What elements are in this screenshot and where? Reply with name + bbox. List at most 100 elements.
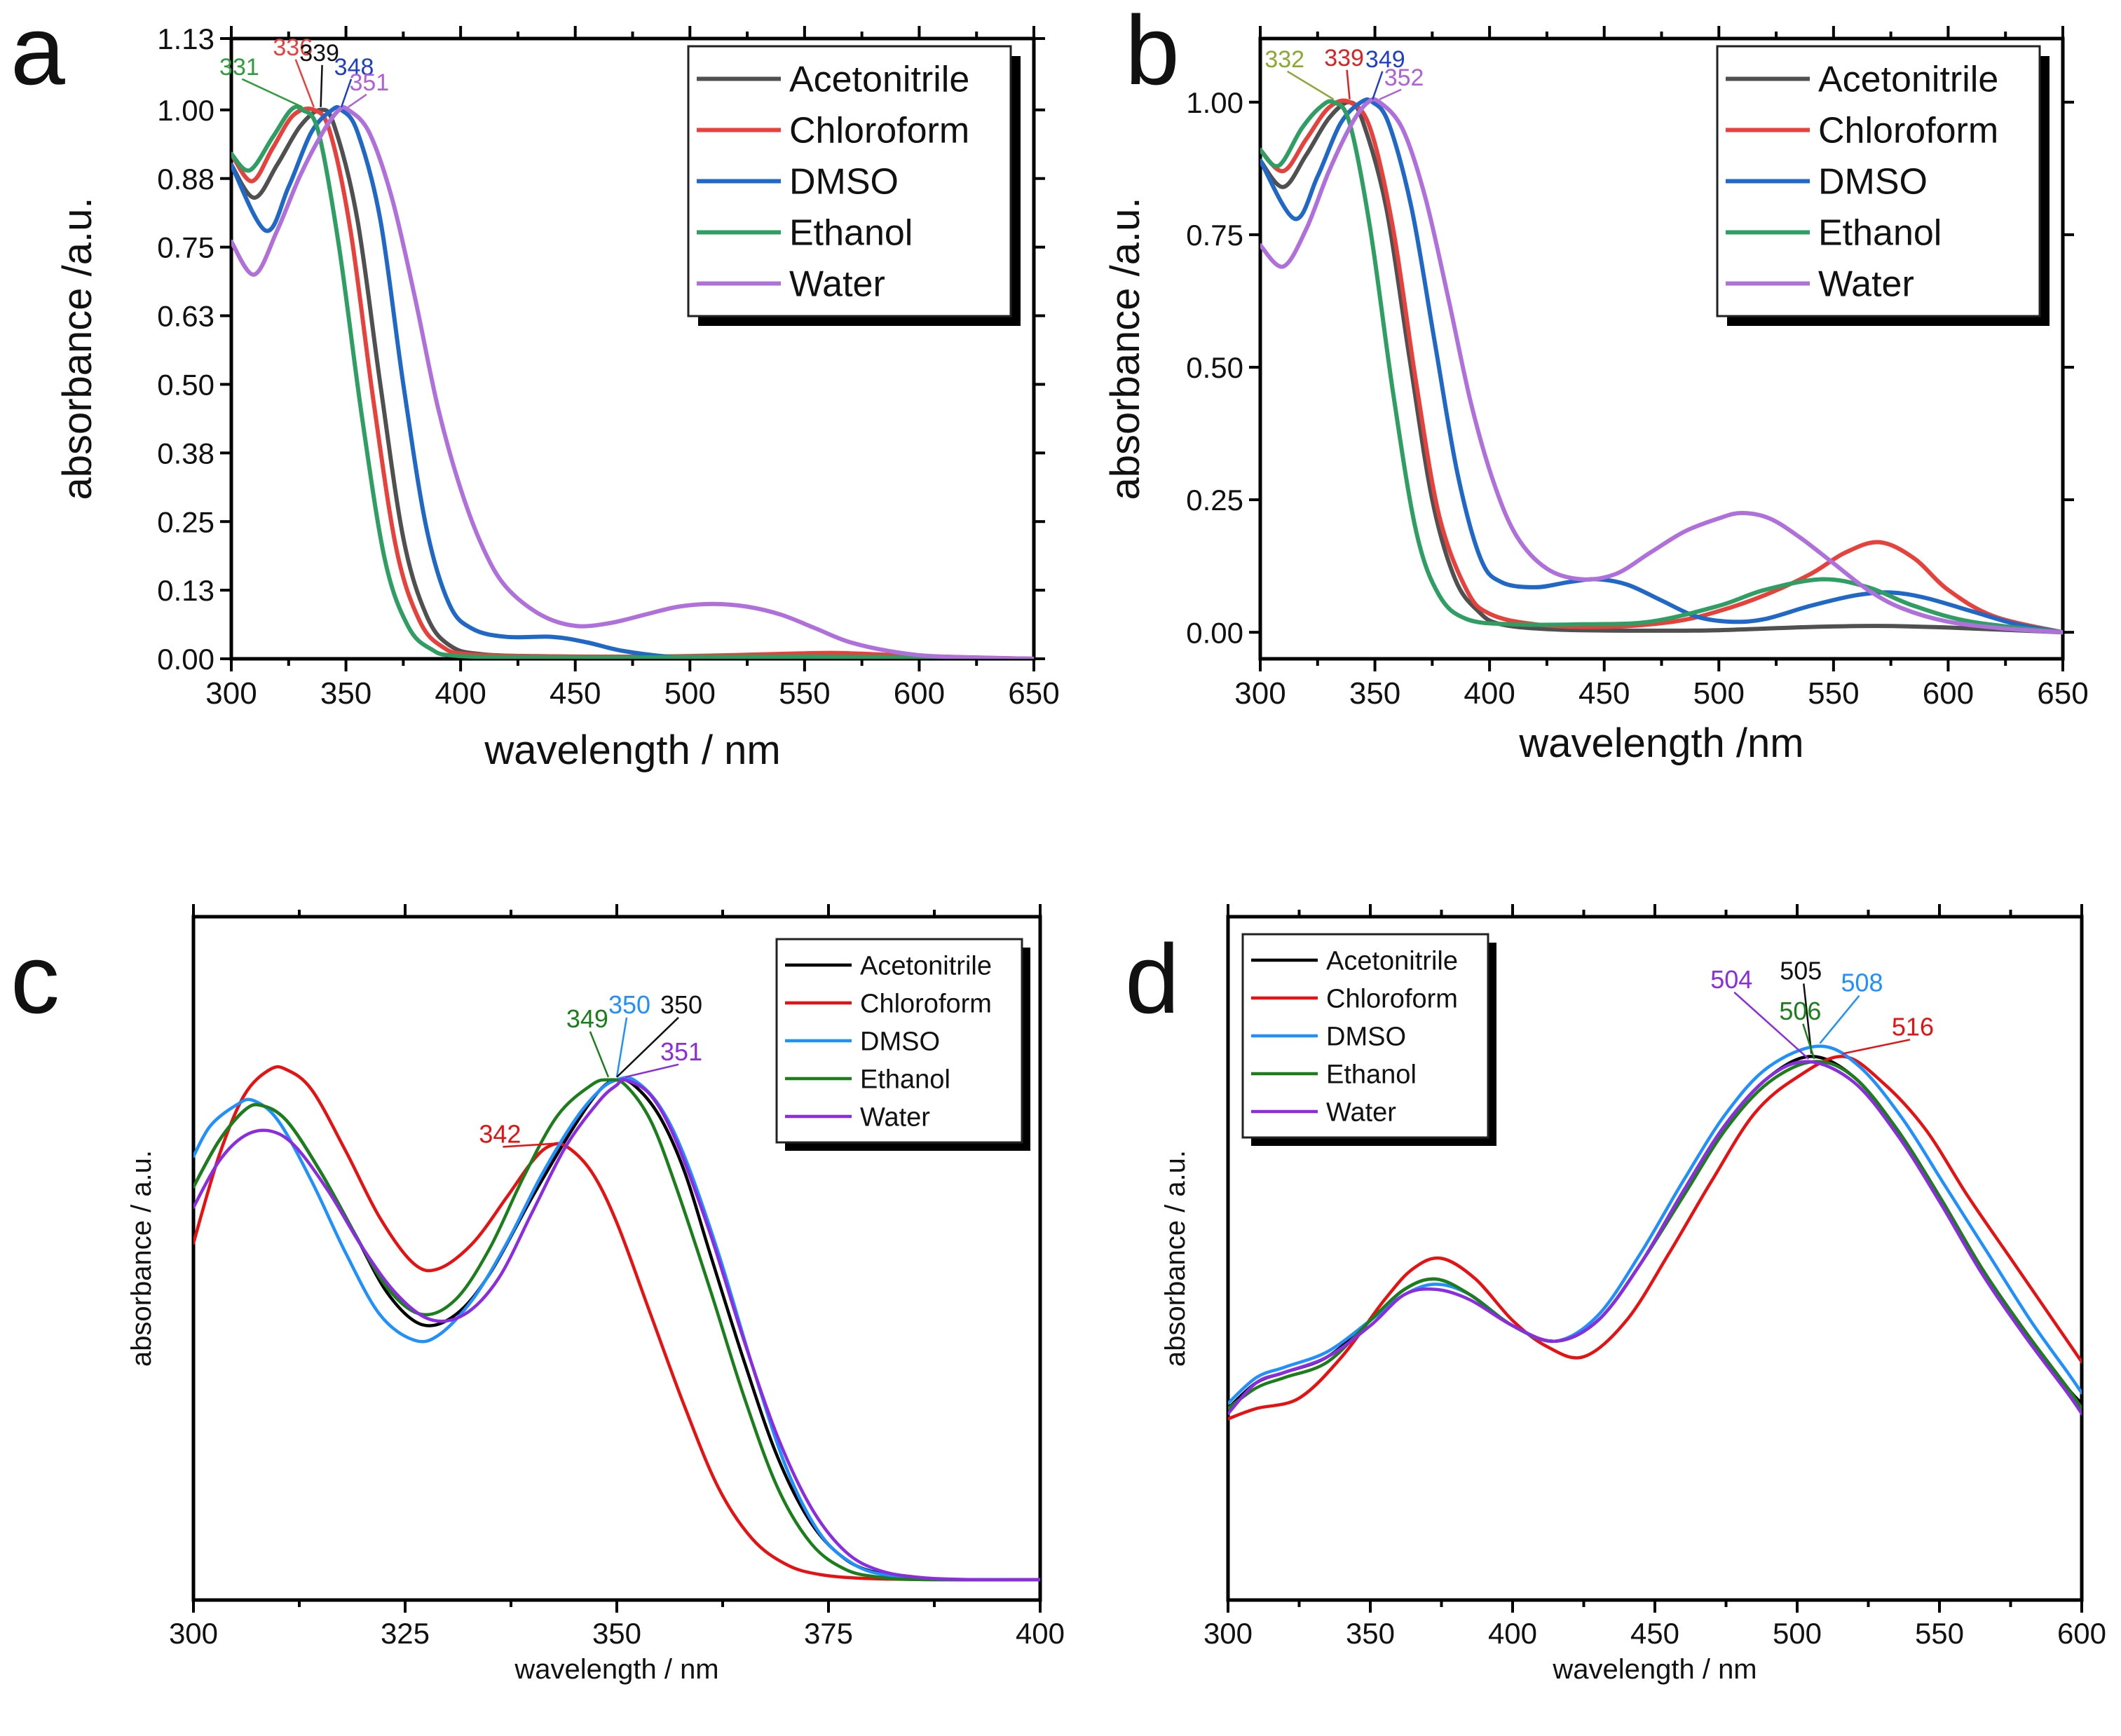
series-line-water [231,104,1034,659]
legend-label-dmso: DMSO [789,162,899,203]
y-axis-title: absorbance / a.u. [126,1150,157,1367]
annotation-label: 504 [1710,965,1752,994]
y-tick-label: 0.50 [1186,351,1243,384]
annotation-leader [348,93,367,108]
panel-letter-a: a [11,0,65,105]
x-tick-label: 375 [804,1617,853,1650]
x-tick-label: 350 [320,676,371,711]
annotation-leader [340,78,353,108]
x-tick-label: 450 [1630,1617,1679,1650]
y-axis-title: absorbance / a.u. [1160,1150,1191,1367]
legend-label-dmso: DMSO [1326,1022,1406,1051]
y-tick-label: 0.63 [157,300,214,333]
annotation-label: 351 [349,69,389,96]
annotation-leader [1287,70,1335,100]
series-line-dmso [231,104,1034,659]
x-tick-label: 600 [1923,676,1974,711]
series-line-acetonitrile [1260,100,2063,635]
y-tick-label: 0.75 [1186,219,1243,252]
series-line-ethanol [193,1078,1040,1582]
legend-label-chloroform: Chloroform [860,989,992,1018]
panel-c: c 300 325 350 375 400 wavelength / nm absorbanc… [11,904,1065,1685]
x-tick-label: 500 [664,676,716,711]
annotation-leader [1733,991,1810,1060]
annotation-leader [1372,71,1384,100]
annotation-label: 351 [660,1037,702,1066]
x-tick-label: 450 [1578,676,1630,711]
legend-label-acetonitrile: Acetonitrile [860,951,992,980]
legend-label-water: Water [1326,1098,1396,1127]
y-tick-label: 1.13 [157,22,214,55]
annotation-label: 352 [1384,64,1424,91]
series-line-dmso [193,1076,1040,1582]
x-tick-label: 350 [1349,676,1400,711]
legend-label-dmso: DMSO [1818,162,1928,203]
annotation-leader [503,1142,558,1148]
legend-label-ethanol: Ethanol [860,1065,950,1094]
y-tick-label: 0.00 [157,643,214,676]
x-tick-label: 300 [1234,676,1285,711]
annotation-label: 339 [299,40,339,67]
series-line-ethanol [231,104,1034,659]
y-tick-label: 0.13 [157,574,214,607]
annotation-leader [1842,1039,1911,1055]
annotation-leader [1802,1023,1815,1060]
annotation-leader [1346,69,1351,100]
annotation-label: 350 [660,990,702,1019]
x-tick-label: 350 [592,1617,641,1650]
y-tick-label: 0.38 [157,437,214,470]
legend-label-chloroform: Chloroform [1818,111,1998,151]
panel-b: b 300 350 400 450 500 550 600 650 0.00 0.25 0.50 0.7… [1103,0,2089,766]
x-tick-label: 600 [894,676,945,711]
x-tick-label: 325 [381,1617,430,1650]
x-tick-label: 450 [550,676,601,711]
annotation-leader [1379,88,1402,100]
legend-label-acetonitrile: Acetonitrile [789,60,969,100]
annotation-leader [625,1063,679,1079]
x-tick-label: 550 [779,676,830,711]
x-tick-label: 300 [169,1617,218,1650]
y-tick-label: 1.00 [157,94,214,127]
y-axis-title: absorbance /a.u. [1103,197,1148,500]
annotation-label: 336 [273,34,313,61]
annotation-label: 331 [219,54,259,81]
x-tick-label: 400 [435,676,486,711]
x-tick-label: 600 [2057,1617,2106,1650]
annotation-label: 508 [1841,969,1883,997]
annotation-label: 506 [1779,997,1821,1025]
annotation-leader [1819,995,1860,1044]
series-line-chloroform [1260,98,2063,635]
x-axis-title: wavelength / nm [1552,1654,1757,1685]
legend-label-ethanol: Ethanol [1818,213,1942,254]
annotation-label: 332 [1264,46,1304,73]
legend-label-dmso: DMSO [860,1027,940,1056]
x-tick-label: 650 [1008,676,1059,711]
series-line-chloroform [1228,1055,2082,1421]
x-tick-label: 400 [1488,1617,1537,1650]
annotation-label: 349 [566,1004,608,1033]
annotation-leader [615,1017,628,1078]
y-tick-label: 0.75 [157,231,214,264]
series-line-water [1228,1060,2082,1416]
annotation-leader [320,64,323,107]
y-tick-label: 0.88 [157,163,214,196]
y-tick-label: 0.25 [157,505,214,538]
y-tick-label: 0.50 [157,369,214,402]
annotation-leader [241,78,303,108]
series-line-chloroform [231,107,1034,659]
annotation-label: 516 [1892,1012,1934,1041]
panel-letter-c: c [11,924,60,1034]
annotation-leader [294,59,315,108]
x-tick-label: 650 [2037,676,2088,711]
x-tick-label: 300 [205,676,257,711]
series-line-water [193,1077,1040,1582]
annotation-label: 505 [1780,956,1822,985]
legend-label-water: Water [860,1102,930,1132]
annotation-leader [616,1016,679,1078]
panel-letter-b: b [1125,0,1180,105]
x-tick-label: 350 [1346,1617,1395,1650]
x-tick-label: 400 [1464,676,1515,711]
x-tick-label: 550 [1808,676,1859,711]
annotation-label: 342 [479,1119,521,1148]
